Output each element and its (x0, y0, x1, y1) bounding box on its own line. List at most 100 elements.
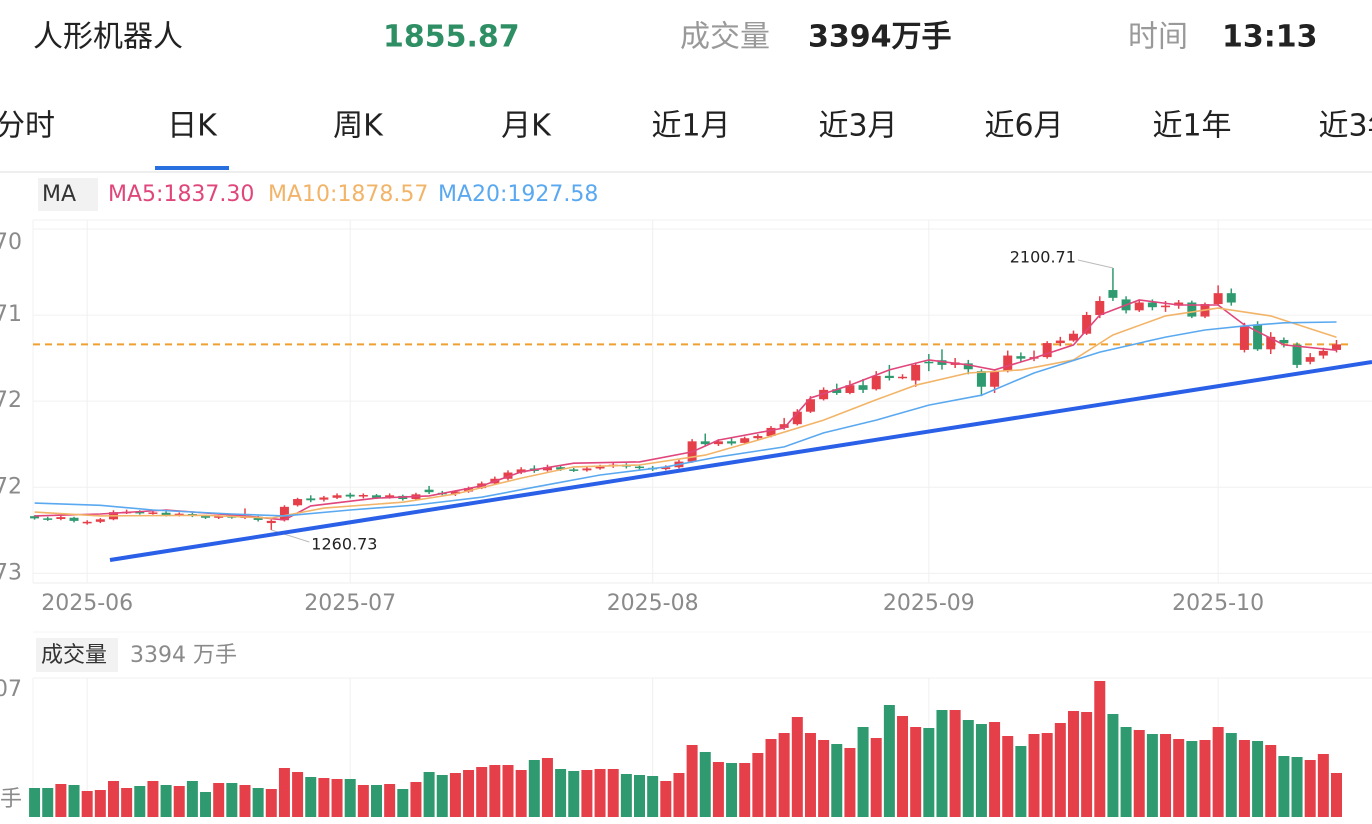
candle-body (503, 472, 513, 479)
volume-bar (831, 744, 843, 817)
candle-body (976, 371, 986, 387)
tab[interactable]: 周K (333, 109, 384, 144)
volume-bar (555, 768, 567, 817)
volume-bar (949, 709, 961, 817)
volume-bar (923, 728, 935, 817)
candle-body (82, 521, 92, 524)
volume-bar (173, 786, 185, 817)
candle-body (464, 488, 474, 492)
candle-body (1239, 325, 1249, 350)
volume-bar (200, 791, 212, 817)
candle-body (161, 512, 171, 516)
candle-body (661, 467, 671, 470)
volume-bar (1028, 734, 1040, 817)
candle-body (1161, 305, 1171, 308)
tab-bar: 分时 日K 周K 月K 近1月 近3月 近6月 近1年 近3年 (0, 109, 1372, 170)
y-tick-label: 71 (0, 302, 22, 327)
candle-body (266, 520, 276, 524)
candle-body (279, 506, 289, 521)
volume-bar (515, 769, 527, 817)
candle-body (556, 467, 566, 470)
volume-bar (910, 727, 922, 817)
legend-entry: MA20:1927.58 (438, 182, 598, 207)
volume-bar (686, 745, 698, 817)
active-tab-indicator (155, 166, 229, 170)
candle-body (990, 371, 1000, 387)
x-tick-label: 2025-07 (304, 591, 396, 616)
volume-bar (423, 771, 435, 817)
volume-bar (331, 778, 343, 817)
volume-bar (1120, 727, 1132, 817)
volume-bar (712, 761, 724, 817)
volume-bar (778, 733, 790, 817)
candle-body (1292, 344, 1302, 365)
candle-body (1055, 340, 1065, 344)
volume-bar (160, 785, 172, 817)
candle-body (56, 517, 66, 519)
volume-bar (476, 767, 488, 817)
candle-body (595, 466, 605, 469)
volume-bar (81, 790, 93, 817)
annotation-leader (1077, 259, 1114, 269)
candle-body (1108, 290, 1118, 298)
candle-body (1253, 324, 1263, 350)
tab[interactable]: 近3月 (818, 109, 897, 144)
volume-bar (1252, 740, 1264, 817)
volume-bar (594, 768, 606, 817)
candle-body (1147, 302, 1157, 308)
candle-body (963, 363, 973, 370)
volume-bar (936, 709, 948, 817)
volume-bar (1304, 759, 1316, 817)
volume-bar (726, 763, 738, 817)
x-tick-label: 2025-06 (41, 591, 133, 616)
volume-bar (1238, 739, 1250, 817)
tab[interactable]: 近1月 (651, 109, 730, 144)
candle-body (700, 441, 710, 445)
tab[interactable]: 近3年 (1318, 109, 1372, 144)
volume-bar (528, 759, 540, 817)
volume-bar (1133, 729, 1145, 817)
candle-body (792, 411, 802, 425)
volume-bar (121, 787, 133, 817)
tab[interactable]: 日K (167, 109, 218, 144)
candle-body (332, 495, 342, 498)
volume-bar (1278, 756, 1290, 817)
candle-body (713, 441, 723, 445)
volume-bar (752, 753, 764, 817)
volume-bar (1054, 723, 1066, 817)
candle-body (253, 516, 263, 520)
candle-body (1068, 333, 1078, 341)
stock-name: 人形机器人 (33, 20, 183, 55)
tab[interactable]: 近6月 (984, 109, 1063, 144)
candle-body (345, 494, 355, 497)
candle-body (805, 399, 815, 412)
volume-bar (1081, 711, 1093, 817)
volume-bar (607, 768, 619, 817)
candle-body (569, 469, 579, 471)
candle-body (1174, 302, 1184, 306)
tab[interactable]: 分时 (0, 109, 55, 144)
trend-line (109, 360, 1372, 562)
candle-body (582, 468, 592, 471)
volume-bar (1002, 736, 1014, 817)
candle-body (1279, 339, 1289, 344)
volume-subtitle: 3394 万手 (130, 643, 237, 668)
volume-bar (305, 777, 317, 817)
volume-bar (989, 721, 1001, 817)
candle-body (635, 466, 645, 469)
volume-bar (1160, 734, 1172, 817)
tab[interactable]: 近1年 (1152, 109, 1231, 144)
volume-bar (449, 773, 461, 817)
candle-body (937, 360, 947, 365)
tab[interactable]: 月K (501, 109, 552, 144)
volume-bar (1067, 710, 1079, 817)
volume-bar (318, 777, 330, 817)
y-tick-label: 72 (0, 388, 22, 413)
volume-bar (226, 783, 238, 817)
volume-bar (818, 739, 830, 817)
candle-body (924, 361, 934, 364)
volume-bar (1317, 754, 1329, 817)
candle-body (69, 517, 79, 521)
volume-bar (1186, 740, 1198, 817)
volume-bar (660, 780, 672, 817)
